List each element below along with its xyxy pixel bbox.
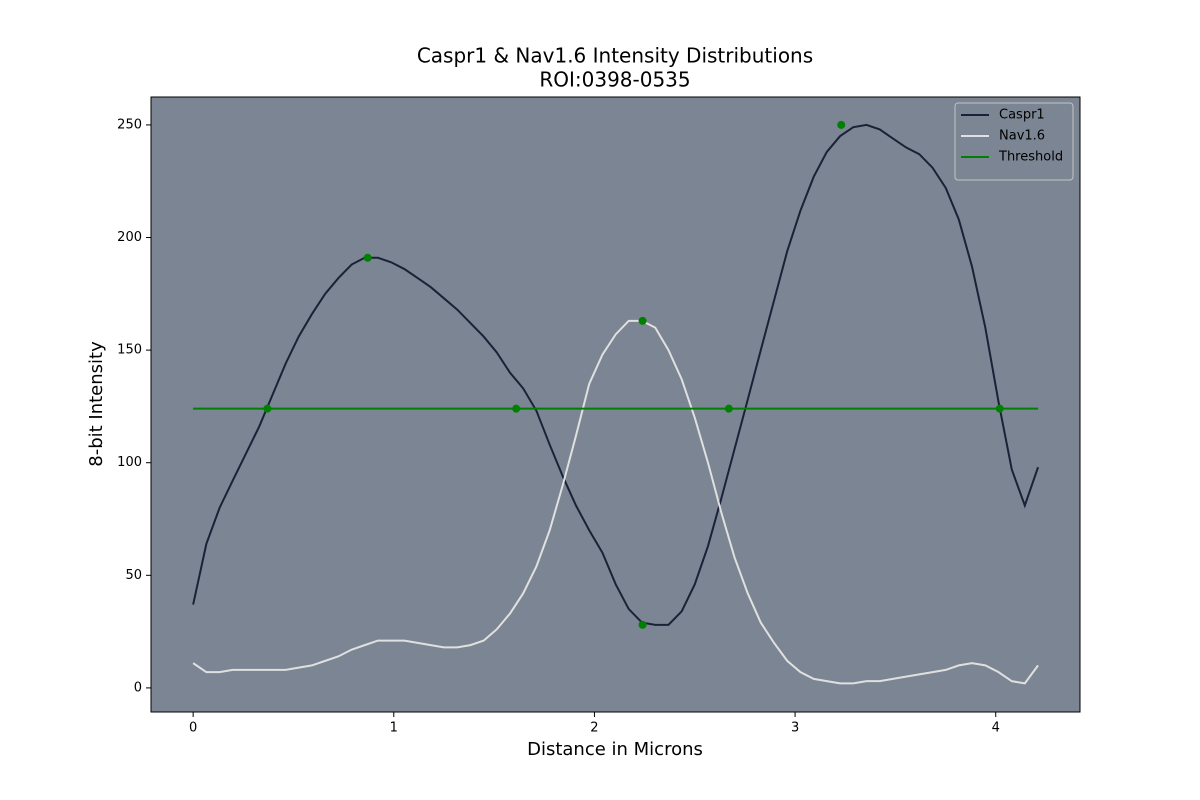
marker <box>995 404 1004 413</box>
marker <box>263 404 272 413</box>
y-tick-label: 200 <box>117 230 142 245</box>
plot-background <box>151 97 1080 712</box>
x-axis-label: Distance in Microns <box>527 739 703 760</box>
y-tick-label: 0 <box>134 680 142 695</box>
x-tick-label: 4 <box>992 721 1000 736</box>
y-tick-label: 150 <box>117 343 142 358</box>
x-tick-label: 1 <box>390 721 398 736</box>
marker <box>512 404 521 413</box>
marker <box>638 316 647 325</box>
y-tick-label: 100 <box>117 455 142 470</box>
marker <box>837 120 846 129</box>
x-tick-label: 0 <box>189 721 197 736</box>
series-line <box>192 319 1039 685</box>
y-tick-label: 50 <box>125 568 142 583</box>
marker <box>724 404 733 413</box>
x-tick-label: 3 <box>791 721 799 736</box>
series-line <box>192 123 1040 626</box>
marker <box>638 620 647 629</box>
chart-title: Caspr1 & Nav1.6 Intensity Distributions <box>417 44 813 68</box>
legend-label: Threshold <box>998 150 1063 165</box>
y-axis-label: 8-bit Intensity <box>86 341 107 467</box>
plot-frame <box>150 96 1081 713</box>
chart-subtitle: ROI:0398-0535 <box>539 68 690 92</box>
legend-box <box>954 102 1074 181</box>
legend-label: Nav1.6 <box>999 129 1045 144</box>
legend-label: Caspr1 <box>999 108 1045 123</box>
marker <box>363 253 372 262</box>
x-tick-label: 2 <box>590 721 598 736</box>
y-tick-label: 250 <box>117 117 142 132</box>
